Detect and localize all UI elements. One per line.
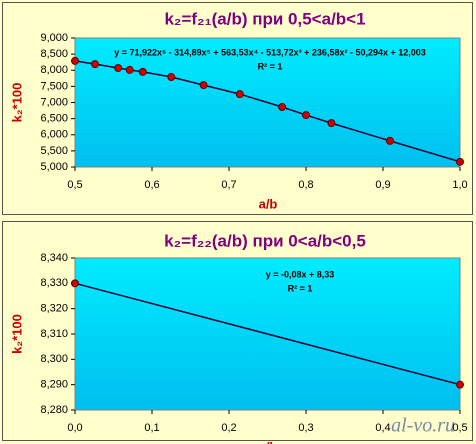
y-tick-label: 8,500 — [40, 48, 68, 60]
data-point — [114, 63, 123, 72]
y-tick-label: 8,330 — [40, 277, 68, 289]
data-point — [278, 103, 287, 112]
y-tick-label: 7,000 — [40, 96, 68, 108]
x-tick-label: 0,2 — [221, 422, 236, 434]
data-point — [138, 67, 147, 76]
y-tick-label: 8,320 — [40, 303, 68, 315]
y-tick-label: 8,000 — [40, 64, 68, 76]
chart-title: k₂=f₂₂(a/b) при 0<a/b<0,5 — [164, 231, 366, 250]
data-point — [167, 73, 176, 82]
data-point — [71, 56, 79, 65]
watermark: al-vo.ru — [391, 415, 455, 437]
y-tick-label: 6,500 — [40, 113, 68, 125]
x-tick-label: 0,7 — [221, 179, 236, 191]
data-point — [125, 65, 134, 74]
y-tick-label: 8,300 — [40, 353, 68, 365]
data-point — [456, 380, 464, 389]
data-point — [327, 119, 336, 128]
chart-title: k₂=f₂₁(a/b) при 0,5<a/b<1 — [164, 9, 365, 28]
data-point — [71, 279, 79, 288]
x-tick-label: 0,9 — [375, 179, 390, 191]
r-squared: R² = 1 — [288, 283, 313, 293]
x-tick-label: 0,5 — [67, 179, 82, 191]
y-axis-label: k₂*100 — [9, 83, 24, 123]
data-point — [456, 157, 464, 166]
y-tick-label: 5,000 — [40, 161, 68, 173]
y-tick-label: 8,310 — [40, 328, 68, 340]
y-tick-label: 5,500 — [40, 145, 68, 157]
y-tick-label: 8,280 — [40, 404, 68, 416]
x-tick-label: 0,4 — [375, 422, 390, 434]
data-point — [385, 136, 394, 145]
x-tick-label: 0,8 — [298, 179, 313, 191]
y-axis-label: k₂*100 — [9, 314, 24, 354]
y-tick-label: 8,290 — [40, 379, 68, 391]
trendline-equation: y = -0,08x + 8,33 — [266, 269, 335, 279]
y-tick-label: 6,000 — [40, 129, 68, 141]
data-point — [199, 81, 208, 90]
trendline-equation: y = 71,922x⁶ - 314,89x⁵ + 563,53x⁴ - 513… — [114, 47, 426, 57]
x-axis-label: a/b — [259, 196, 278, 211]
x-tick-label: 0,6 — [144, 179, 159, 191]
data-point — [302, 111, 310, 120]
x-tick-label: 0,3 — [298, 422, 313, 434]
x-axis-label: a/b — [259, 439, 278, 444]
x-tick-label: 0,1 — [144, 422, 159, 434]
y-tick-label: 7,500 — [40, 80, 68, 92]
y-tick-label: 8,340 — [40, 252, 68, 264]
trend-line — [74, 282, 461, 386]
x-tick-label: 0,5 — [452, 422, 467, 434]
r-squared: R² = 1 — [258, 61, 283, 71]
x-tick-label: 1,0 — [452, 179, 467, 191]
y-tick-label: 9,000 — [40, 32, 68, 44]
data-point — [235, 90, 244, 99]
data-point — [91, 60, 100, 69]
x-tick-label: 0,0 — [67, 422, 82, 434]
